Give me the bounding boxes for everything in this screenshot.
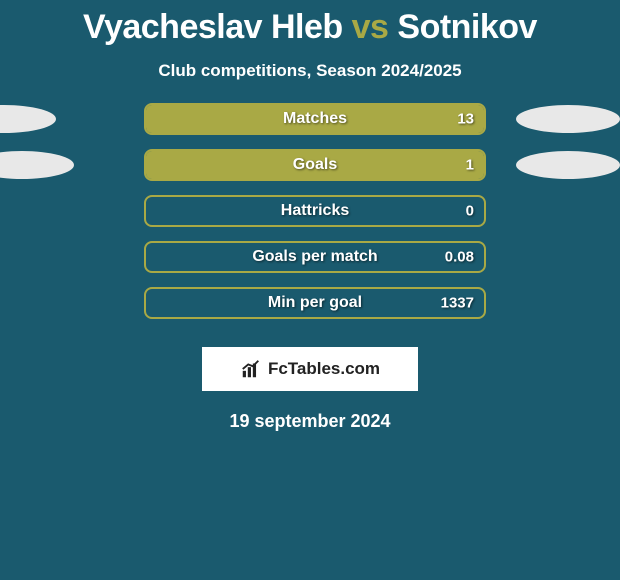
vs-label: vs — [352, 8, 389, 46]
player1-name: Vyacheslav Hleb — [83, 8, 343, 46]
chart-icon — [240, 358, 262, 380]
player2-name: Sotnikov — [397, 8, 537, 46]
comparison-title: Vyacheslav Hleb vs Sotnikov — [0, 8, 620, 47]
stat-label: Hattricks — [281, 202, 349, 220]
date-label: 19 september 2024 — [0, 411, 620, 432]
stat-label: Goals per match — [252, 248, 377, 266]
stat-bar: Min per goal 1337 — [144, 287, 486, 319]
logo-text: FcTables.com — [268, 359, 380, 379]
stat-row: Matches 13 — [10, 103, 610, 135]
logo-box: FcTables.com — [202, 347, 418, 391]
stat-bar: Goals 1 — [144, 149, 486, 181]
stat-label: Goals — [293, 156, 337, 174]
stat-value: 0 — [466, 203, 474, 220]
stat-value: 1 — [466, 157, 474, 174]
stat-value: 13 — [457, 111, 474, 128]
stat-row: Hattricks 0 — [10, 195, 610, 227]
stat-row: Goals per match 0.08 — [10, 241, 610, 273]
stat-label: Matches — [283, 110, 347, 128]
stat-rows: Matches 13 Goals 1 Hattricks 0 Goals per match… — [0, 103, 620, 319]
right-ellipse — [516, 151, 620, 179]
stat-row: Goals 1 — [10, 149, 610, 181]
subtitle: Club competitions, Season 2024/2025 — [0, 61, 620, 81]
left-ellipse — [0, 105, 56, 133]
stat-bar: Matches 13 — [144, 103, 486, 135]
stat-bar: Hattricks 0 — [144, 195, 486, 227]
stat-label: Min per goal — [268, 294, 362, 312]
stat-bar: Goals per match 0.08 — [144, 241, 486, 273]
stat-value: 1337 — [441, 295, 474, 312]
left-ellipse — [0, 151, 74, 179]
infographic-root: Vyacheslav Hleb vs Sotnikov Club competi… — [0, 0, 620, 432]
stat-row: Min per goal 1337 — [10, 287, 610, 319]
stat-value: 0.08 — [445, 249, 474, 266]
right-ellipse — [516, 105, 620, 133]
